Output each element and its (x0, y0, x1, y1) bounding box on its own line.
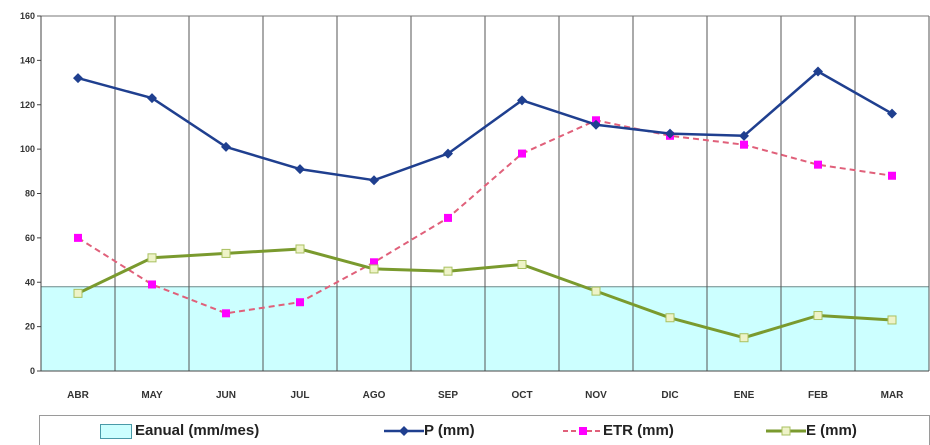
data-point-etr (296, 298, 304, 307)
legend-swatch-p (384, 426, 424, 437)
y-tick-label: 0 (30, 366, 35, 376)
legend-label-e: E (mm) (806, 422, 857, 439)
legend-item-e: E (mm) (766, 422, 857, 439)
x-tick-label: JUN (216, 390, 236, 401)
data-point-p (887, 108, 897, 119)
x-tick-label: NOV (585, 390, 607, 401)
data-point-etr (740, 140, 748, 149)
data-point-e (369, 264, 379, 274)
data-point-p (443, 148, 453, 159)
legend-label-etr: ETR (mm) (603, 422, 674, 439)
legend-label-p: P (mm) (424, 422, 475, 439)
data-point-p (739, 130, 749, 141)
x-tick-label: ABR (67, 390, 89, 401)
legend-label-eanual: Eanual (mm/mes) (135, 422, 260, 439)
legend-item-eanual: Eanual (mm/mes) (100, 422, 259, 439)
data-point-etr (74, 233, 82, 242)
data-point-e (517, 260, 527, 269)
legend: Eanual (mm/mes) P (mm) ETR (mm) E (mm) (39, 415, 930, 445)
data-point-e (295, 244, 305, 254)
data-point-etr (518, 149, 526, 158)
series-line-e (77, 247, 893, 340)
y-tick-label: 120 (20, 100, 35, 110)
legend-item-p: P (mm) (384, 422, 475, 439)
data-point-etr (222, 309, 230, 318)
data-point-e (147, 253, 157, 263)
data-point-e (887, 315, 897, 325)
y-tick-label: 60 (25, 233, 35, 243)
legend-swatch-e (766, 426, 806, 436)
data-point-e (443, 266, 453, 276)
x-tick-label: ENE (734, 390, 755, 401)
data-point-p (295, 164, 305, 175)
x-tick-label: DIC (661, 390, 678, 401)
data-point-p (591, 119, 601, 130)
data-point-p (369, 175, 379, 186)
data-point-etr (814, 160, 822, 169)
data-point-p (147, 93, 157, 104)
data-point-p (73, 73, 83, 84)
data-point-p (665, 128, 675, 139)
data-point-e (813, 311, 823, 321)
x-tick-label: AGO (363, 390, 386, 401)
x-tick-label: OCT (511, 390, 532, 401)
x-tick-label: MAR (881, 390, 905, 401)
data-point-p (221, 141, 231, 152)
data-point-e (665, 313, 675, 323)
data-point-e (73, 288, 83, 298)
data-point-etr (888, 171, 896, 180)
data-point-etr (444, 213, 452, 222)
x-tick-label: JUL (291, 390, 310, 401)
data-point-e (221, 248, 231, 258)
x-tick-label: SEP (438, 390, 458, 401)
data-point-e (591, 286, 601, 296)
x-tick-label: MAY (141, 390, 163, 401)
series-line-p (77, 70, 893, 182)
data-point-e (739, 333, 749, 343)
data-point-etr (370, 258, 378, 267)
data-point-p (517, 95, 527, 106)
data-point-p (813, 66, 823, 77)
y-tick-label: 20 (25, 322, 35, 332)
y-tick-label: 140 (20, 55, 35, 65)
y-tick-label: 80 (25, 189, 35, 199)
x-tick-label: FEB (808, 390, 828, 401)
y-tick-label: 100 (20, 144, 35, 154)
y-tick-label: 40 (25, 277, 35, 287)
data-point-etr (148, 280, 156, 289)
legend-item-etr: ETR (mm) (563, 422, 674, 439)
legend-swatch-etr (563, 427, 603, 436)
y-tick-label: 160 (20, 11, 35, 21)
series-line-etr (77, 119, 893, 315)
legend-swatch-eanual (100, 423, 132, 439)
chart: 0 20 40 60 80 100 120 140 160 ABR MAY JUN JUL AGO SEP O… (20, 11, 930, 401)
